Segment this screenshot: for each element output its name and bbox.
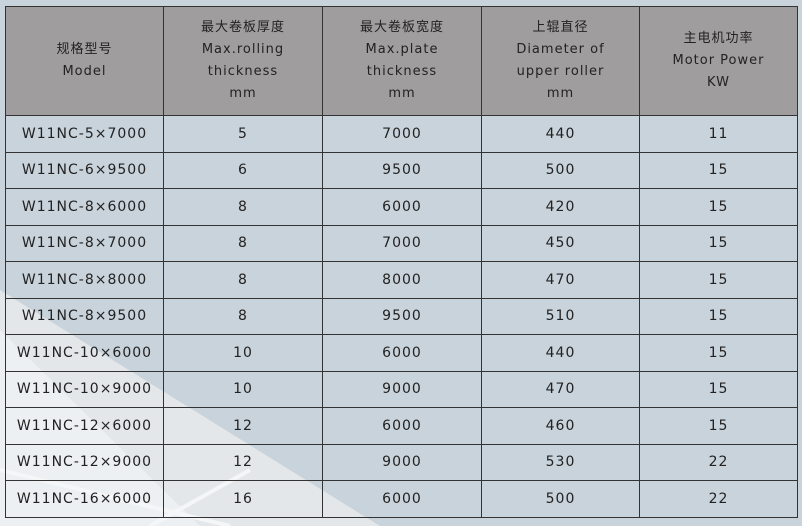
cell-upper-roller-diameter: 440 (481, 334, 640, 372)
cell-model: W11NC-12×9000 (5, 443, 164, 481)
table-row: W11NC-12×9000 12 9000 530 22 (5, 443, 798, 481)
cell-model: W11NC-8×8000 (5, 261, 164, 299)
cell-motor-power: 15 (639, 297, 798, 335)
cell-motor-power: 22 (639, 443, 798, 481)
cell-model: W11NC-12×6000 (5, 407, 164, 445)
header-line: 规格型号 (56, 42, 113, 57)
header-line: mm (388, 86, 416, 101)
cell-max-plate-width: 6000 (322, 480, 482, 518)
cell-upper-roller-diameter: 450 (481, 224, 640, 262)
table-row: W11NC-5×7000 5 7000 440 11 (5, 115, 798, 153)
header-upper-roller-diameter: 上辊直径 Diameter of upper roller mm (481, 6, 640, 116)
cell-max-plate-width: 9000 (322, 370, 482, 408)
cell-motor-power: 15 (639, 151, 798, 189)
table-row: W11NC-8×7000 8 7000 450 15 (5, 224, 798, 262)
cell-max-plate-width: 9500 (322, 297, 482, 335)
cell-upper-roller-diameter: 510 (481, 297, 640, 335)
table-row: W11NC-8×6000 8 6000 420 15 (5, 188, 798, 226)
cell-model: W11NC-8×9500 (5, 297, 164, 335)
cell-model: W11NC-6×9500 (5, 151, 164, 189)
cell-upper-roller-diameter: 420 (481, 188, 640, 226)
cell-upper-roller-diameter: 440 (481, 115, 640, 153)
cell-model: W11NC-10×9000 (5, 370, 164, 408)
cell-motor-power: 15 (639, 188, 798, 226)
header-max-rolling-thickness: 最大卷板厚度 Max.rolling thickness mm (163, 6, 323, 116)
header-line: mm (546, 86, 575, 101)
cell-max-plate-width: 7000 (322, 115, 482, 153)
header-line: Diameter of (516, 42, 605, 57)
cell-max-rolling-thickness: 8 (163, 261, 323, 299)
cell-max-rolling-thickness: 16 (163, 480, 323, 518)
cell-max-rolling-thickness: 10 (163, 334, 323, 372)
cell-motor-power: 11 (639, 115, 798, 153)
header-line: mm (229, 86, 257, 101)
cell-max-plate-width: 9500 (322, 151, 482, 189)
cell-max-plate-width: 6000 (322, 188, 482, 226)
cell-upper-roller-diameter: 460 (481, 407, 640, 445)
header-max-plate-width: 最大卷板宽度 Max.plate thickness mm (322, 6, 482, 116)
cell-model: W11NC-8×6000 (5, 188, 164, 226)
cell-model: W11NC-16×6000 (5, 480, 164, 518)
table-row: W11NC-6×9500 6 9500 500 15 (5, 151, 798, 189)
cell-motor-power: 15 (639, 334, 798, 372)
cell-max-rolling-thickness: 12 (163, 443, 323, 481)
table-row: W11NC-8×8000 8 8000 470 15 (5, 261, 798, 299)
table-row: W11NC-8×9500 8 9500 510 15 (5, 297, 798, 335)
cell-max-rolling-thickness: 10 (163, 370, 323, 408)
header-line: 上辊直径 (532, 20, 589, 35)
cell-upper-roller-diameter: 470 (481, 261, 640, 299)
header-line: 最大卷板厚度 (200, 20, 285, 35)
header-motor-power: 主电机功率 Motor Power KW (639, 6, 798, 116)
cell-max-rolling-thickness: 8 (163, 188, 323, 226)
header-line: Max.rolling (201, 42, 285, 57)
cell-motor-power: 15 (639, 224, 798, 262)
cell-upper-roller-diameter: 470 (481, 370, 640, 408)
cell-upper-roller-diameter: 500 (481, 151, 640, 189)
header-line: Max.plate (365, 42, 439, 57)
table-row: W11NC-16×6000 16 6000 500 22 (5, 480, 798, 518)
cell-max-rolling-thickness: 6 (163, 151, 323, 189)
header-line: thickness (366, 64, 438, 79)
header-line: KW (707, 75, 730, 90)
cell-max-plate-width: 9000 (322, 443, 482, 481)
cell-upper-roller-diameter: 500 (481, 480, 640, 518)
cell-max-plate-width: 6000 (322, 407, 482, 445)
cell-max-rolling-thickness: 12 (163, 407, 323, 445)
table-row: W11NC-12×6000 12 6000 460 15 (5, 407, 798, 445)
header-line: thickness (207, 64, 279, 79)
cell-max-rolling-thickness: 8 (163, 224, 323, 262)
cell-motor-power: 15 (639, 370, 798, 408)
table-row: W11NC-10×9000 10 9000 470 15 (5, 370, 798, 408)
header-line: Motor Power (672, 53, 765, 68)
header-line: 最大卷板宽度 (359, 20, 444, 35)
cell-motor-power: 15 (639, 261, 798, 299)
header-model: 规格型号 Model (5, 6, 164, 116)
cell-max-rolling-thickness: 5 (163, 115, 323, 153)
cell-motor-power: 15 (639, 407, 798, 445)
header-line: upper roller (516, 64, 605, 79)
cell-max-plate-width: 6000 (322, 334, 482, 372)
cell-max-plate-width: 8000 (322, 261, 482, 299)
cell-motor-power: 22 (639, 480, 798, 518)
header-row: 规格型号 Model 最大卷板厚度 Max.rolling thickness mm 最大卷… (5, 6, 798, 116)
cell-max-plate-width: 7000 (322, 224, 482, 262)
cell-upper-roller-diameter: 530 (481, 443, 640, 481)
cell-max-rolling-thickness: 8 (163, 297, 323, 335)
table-row: W11NC-10×6000 10 6000 440 15 (5, 334, 798, 372)
cell-model: W11NC-10×6000 (5, 334, 164, 372)
spec-table: 规格型号 Model 最大卷板厚度 Max.rolling thickness mm 最大卷… (5, 6, 798, 518)
cell-model: W11NC-5×7000 (5, 115, 164, 153)
cell-model: W11NC-8×7000 (5, 224, 164, 262)
header-line: 主电机功率 (683, 31, 754, 46)
header-line: Model (62, 64, 107, 79)
